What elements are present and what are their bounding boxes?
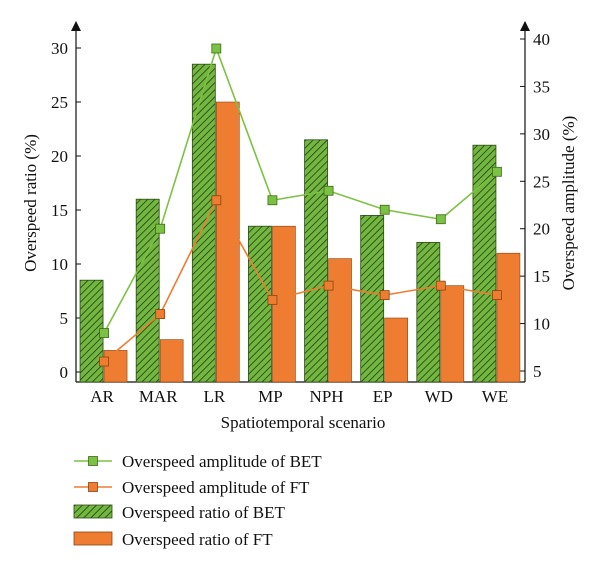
- bar-bet: [191, 63, 216, 383]
- y-right-tick-label: 20: [533, 220, 550, 239]
- axes: 0 5 10 15 20 25 30 5 10 15 20 25 30 35 40 AR MAR LR MP NPH E…: [51, 21, 550, 406]
- y-left-tick-label: 30: [51, 39, 68, 58]
- legend-label: Overspeed amplitude of BET: [122, 452, 322, 471]
- x-tick-label: MAR: [139, 387, 178, 406]
- point-bet-amplitude: [435, 214, 446, 225]
- point-bet-amplitude: [99, 328, 109, 338]
- x-tick-label: WE: [482, 387, 508, 406]
- legend-label: Overspeed ratio of BET: [122, 503, 285, 522]
- legend-label: Overspeed amplitude of FT: [122, 478, 310, 497]
- y-right-tick-label: 10: [533, 315, 550, 334]
- x-tick-label: MP: [258, 387, 283, 406]
- point-ft-amplitude: [267, 294, 278, 305]
- legend-bar-swatch: [73, 504, 113, 519]
- bar-ft: [328, 258, 352, 383]
- x-tick-label: AR: [90, 387, 114, 406]
- point-ft-amplitude: [379, 290, 390, 301]
- bar-bet: [472, 144, 497, 383]
- y-axis-right-arrow: [520, 21, 530, 31]
- line-ft-amplitude: [103, 198, 498, 363]
- y-axis-right-title: Overspeed amplitude (%): [559, 116, 578, 291]
- legend: Overspeed amplitude of BET Overspeed ampl…: [73, 452, 322, 549]
- bar-ft: [159, 339, 184, 383]
- y-right-tick-label: 25: [533, 172, 550, 191]
- lines: [99, 43, 502, 367]
- legend-marker-swatch: [88, 482, 98, 492]
- y-right-tick-label: 40: [533, 30, 550, 49]
- point-ft-amplitude: [323, 280, 334, 291]
- y-left-tick-label: 25: [51, 93, 68, 112]
- point-ft-amplitude: [155, 309, 166, 319]
- point-bet-amplitude: [323, 185, 334, 196]
- y-left-tick-label: 15: [51, 201, 68, 220]
- point-bet-amplitude: [155, 223, 166, 234]
- y-axis-left-arrow: [71, 21, 81, 31]
- bar-bet: [135, 198, 160, 383]
- point-ft-amplitude: [99, 356, 109, 367]
- y-right-tick-label: 30: [533, 125, 550, 144]
- point-bet-amplitude: [492, 166, 502, 177]
- point-bet-amplitude: [379, 204, 390, 215]
- y-right-tick-label: 5: [533, 362, 542, 381]
- bar-ft: [384, 317, 408, 383]
- legend-marker-swatch: [88, 456, 98, 466]
- x-tick-label: EP: [373, 387, 393, 406]
- y-axis-left-title: Overspeed ratio (%): [21, 134, 40, 272]
- point-ft-amplitude: [435, 280, 446, 291]
- bar-ft: [440, 285, 465, 383]
- y-left-tick-label: 5: [60, 309, 69, 328]
- y-left-tick-label: 10: [51, 255, 68, 274]
- bar-bet: [416, 241, 441, 383]
- legend-bar-swatch: [73, 531, 113, 546]
- x-tick-label: LR: [203, 387, 225, 406]
- point-bet-amplitude: [211, 43, 222, 54]
- y-left-tick-label: 0: [60, 363, 69, 382]
- line-bet-amplitude: [103, 46, 498, 334]
- y-right-tick-label: 35: [533, 77, 550, 96]
- bar-ft: [216, 101, 240, 383]
- point-bet-amplitude: [267, 195, 278, 206]
- bar-bet: [304, 139, 328, 383]
- x-tick-label: NPH: [310, 387, 344, 406]
- x-axis-title: Spatiotemporal scenario: [221, 413, 386, 432]
- point-ft-amplitude: [492, 290, 502, 301]
- x-tick-label: WD: [425, 387, 453, 406]
- y-right-tick-label: 15: [533, 267, 550, 286]
- point-ft-amplitude: [211, 195, 222, 206]
- bars: [79, 63, 521, 383]
- y-left-tick-label: 20: [51, 147, 68, 166]
- bar-ft: [496, 252, 521, 383]
- legend-label: Overspeed ratio of FT: [122, 530, 273, 549]
